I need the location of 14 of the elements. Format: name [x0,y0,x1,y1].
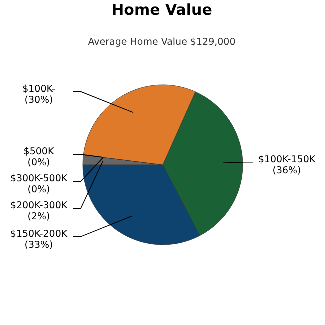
data-label: (2%) [28,212,50,223]
data-label: (33%) [24,240,54,251]
data-label: (30%) [24,94,54,106]
slice-label: $100K-150K [258,154,316,166]
legend-label: $500K [24,146,55,158]
chart-title: Home Value [112,1,212,19]
text: (0%) [28,158,50,169]
data-label: (36%) [272,165,302,176]
category-label: $300K-500K [10,174,68,185]
slice-label: $200K-300K [10,200,68,212]
text: (0%) [28,184,50,196]
slice-label: $100K- [22,84,56,95]
slice-label: $150K-200K [10,228,68,240]
chart-subtitle: Average Home Value $129,000 [88,37,236,48]
